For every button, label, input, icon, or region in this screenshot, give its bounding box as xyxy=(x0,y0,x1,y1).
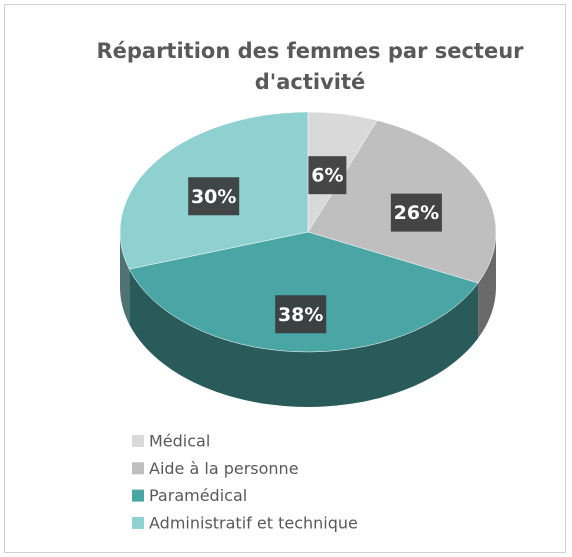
legend-label: Médical xyxy=(149,432,210,451)
data-label-box xyxy=(188,177,240,216)
legend-swatch xyxy=(132,462,144,475)
legend-label: Paramédical xyxy=(149,486,247,505)
legend-label: Administratif et technique xyxy=(149,513,358,532)
chart-frame xyxy=(4,4,566,553)
data-label-box xyxy=(275,295,327,334)
legend-label: Aide à la personne xyxy=(149,459,299,478)
pie-side xyxy=(129,269,479,408)
chart-title: Répartition des femmes par secteur d'act… xyxy=(96,39,524,94)
legend-swatch xyxy=(132,489,144,502)
data-label: 6% xyxy=(311,165,343,187)
data-label: 38% xyxy=(278,304,323,326)
legend-swatch xyxy=(132,435,144,447)
pie-slice xyxy=(128,231,479,353)
pie-side xyxy=(120,232,130,325)
data-label: 26% xyxy=(394,202,439,224)
legend-swatch xyxy=(132,516,144,529)
data-label-box xyxy=(308,156,347,195)
data-label-box xyxy=(390,193,442,232)
data-label: 30% xyxy=(191,186,236,208)
